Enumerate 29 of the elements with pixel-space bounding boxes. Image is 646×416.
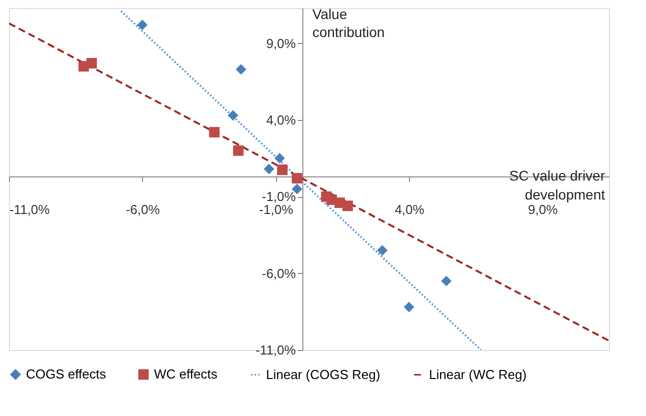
x-tick-label: 9,0% (528, 202, 558, 217)
point (236, 64, 246, 75)
point (228, 110, 238, 121)
x-axis-title: SC value driver development (509, 167, 606, 202)
legend-label: COGS effects (26, 366, 106, 382)
point (277, 164, 288, 176)
y-tick-label: -6,0% (262, 266, 296, 281)
point (274, 153, 285, 164)
y-tick-label: 9,0% (266, 36, 296, 51)
point (342, 200, 353, 212)
point (377, 245, 388, 256)
y-tick-label: -1,0% (262, 189, 296, 204)
x-tick-label: 4,0% (394, 202, 425, 217)
x-tick-label: -6,0% (126, 202, 160, 217)
point (404, 302, 414, 312)
y-tick-label: -11,0% (256, 342, 296, 358)
point (441, 276, 452, 286)
x-tick-label: -11,0% (10, 202, 50, 217)
legend-label: Linear (WC Reg) (429, 366, 527, 382)
y-axis-title: Value contribution (312, 6, 385, 40)
point (86, 58, 97, 68)
point (264, 164, 274, 174)
legend-label: WC effects (154, 366, 218, 382)
y-tick-label: 4,0% (266, 112, 296, 128)
point (137, 20, 148, 30)
point (292, 172, 302, 184)
point (233, 145, 244, 156)
point (209, 126, 220, 138)
legend-label: Linear (COGS Reg) (266, 366, 380, 382)
